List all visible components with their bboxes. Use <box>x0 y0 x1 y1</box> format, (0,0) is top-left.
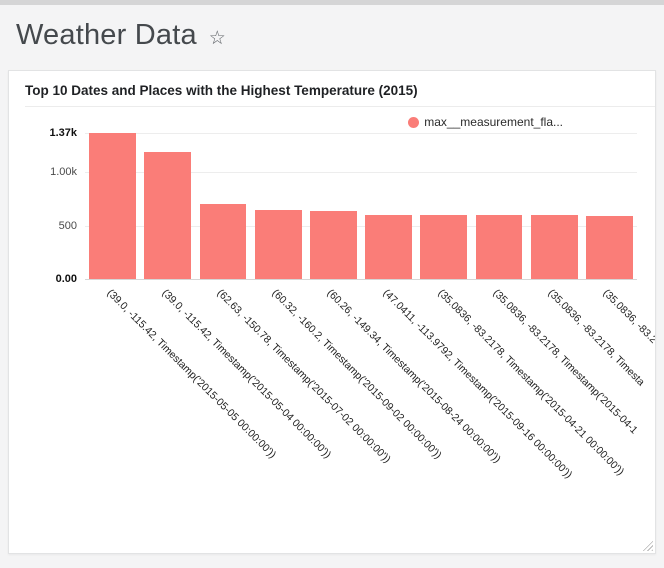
gridline <box>85 225 637 227</box>
y-axis-label: 1.37k <box>49 127 77 139</box>
x-axis-label: (35.0836, -83.2 <box>600 287 656 346</box>
x-axis-label: (35.0836, -83.2178, Timesta <box>545 287 648 389</box>
bar[interactable] <box>309 210 357 279</box>
page-title: Weather Data <box>16 19 197 51</box>
bar[interactable] <box>144 152 192 279</box>
top-strip <box>0 0 664 5</box>
chart-title: Top 10 Dates and Places with the Highest… <box>25 83 418 98</box>
y-axis-label: 500 <box>58 219 77 232</box>
bar[interactable] <box>365 215 413 279</box>
y-axis-label: 1.00k <box>50 166 77 179</box>
bar[interactable] <box>530 215 578 279</box>
bar[interactable] <box>475 215 523 279</box>
legend-item[interactable]: max__measurement_fla... <box>408 115 563 129</box>
legend-label: max__measurement_fla... <box>424 115 563 129</box>
resize-handle-icon[interactable] <box>640 538 653 551</box>
bar[interactable] <box>254 209 302 279</box>
gridline <box>85 172 637 174</box>
bar[interactable] <box>420 215 468 279</box>
gridline <box>85 279 637 280</box>
x-axis-label: (35.0836, -83.2178, Timestamp('2015-04-2… <box>435 287 627 478</box>
bar-chart: max__measurement_fla... 0.00 500 1.00k 1.37… <box>25 109 655 539</box>
bar[interactable] <box>199 203 247 279</box>
chart-card: Top 10 Dates and Places with the Highest… <box>8 70 656 554</box>
legend-dot-icon <box>408 116 420 128</box>
favorite-star-icon[interactable]: ☆ <box>208 27 226 49</box>
bar[interactable] <box>89 133 137 279</box>
title-divider <box>25 106 655 107</box>
y-axis-label: 0.00 <box>55 273 77 285</box>
page-header: Weather Data ☆ <box>0 5 664 60</box>
gridline <box>85 133 637 134</box>
bar[interactable] <box>585 215 633 279</box>
x-axis-label: (47.0411, -113.9792, Timestamp('2015-09-… <box>380 287 574 481</box>
